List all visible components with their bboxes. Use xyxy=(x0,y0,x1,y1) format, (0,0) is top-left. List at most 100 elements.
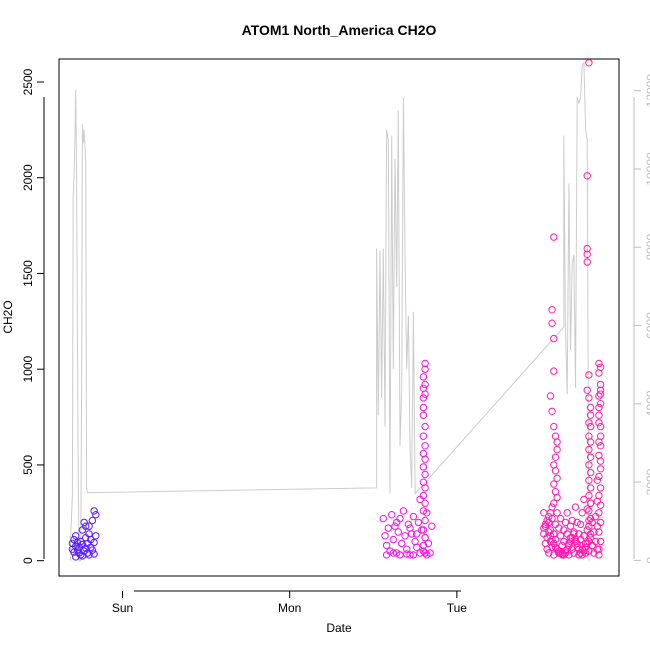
data-point xyxy=(401,532,409,540)
data-point xyxy=(421,422,429,431)
data-point xyxy=(553,509,561,517)
data-point xyxy=(583,526,591,534)
data-point xyxy=(90,538,98,547)
data-point xyxy=(419,463,428,471)
data-point xyxy=(421,549,429,557)
data-point xyxy=(72,532,80,540)
data-point xyxy=(419,411,428,419)
data-point xyxy=(85,551,93,559)
data-point xyxy=(586,438,595,446)
data-point xyxy=(571,535,580,544)
data-point xyxy=(546,509,555,517)
data-point xyxy=(580,495,588,504)
secondary-series-line xyxy=(70,61,590,562)
data-point xyxy=(595,359,603,368)
data-point xyxy=(585,537,593,546)
data-point xyxy=(571,503,580,511)
data-point xyxy=(421,534,429,542)
data-point xyxy=(596,380,605,389)
data-point xyxy=(419,432,428,440)
data-point xyxy=(388,511,396,519)
data-point xyxy=(424,539,433,548)
data-point xyxy=(583,539,591,548)
data-point xyxy=(90,550,98,558)
data-point xyxy=(72,542,80,550)
data-point xyxy=(90,507,98,515)
y-axis-ticks: 0 500 1000 1500 2000 2500 xyxy=(21,68,44,564)
data-point xyxy=(550,233,558,241)
data-point xyxy=(73,538,82,547)
data-point xyxy=(583,258,591,266)
data-point xyxy=(595,392,603,400)
data-point xyxy=(578,509,586,517)
data-point xyxy=(550,480,558,488)
data-point xyxy=(80,518,88,527)
data-point xyxy=(546,392,555,400)
data-point xyxy=(550,539,558,548)
data-point xyxy=(586,468,595,477)
data-point xyxy=(541,520,550,528)
data-point xyxy=(394,528,402,536)
data-point xyxy=(596,537,605,546)
data-point xyxy=(391,522,399,530)
data-point xyxy=(546,532,555,540)
data-point xyxy=(595,509,603,517)
data-point xyxy=(548,306,556,314)
data-point xyxy=(416,549,424,557)
data-point xyxy=(421,390,429,398)
data-point xyxy=(413,530,421,538)
data-point xyxy=(548,535,556,544)
data-point xyxy=(550,367,558,375)
data-point xyxy=(595,438,603,446)
data-point xyxy=(555,524,563,532)
y2-tick-label: 10000 xyxy=(644,152,650,186)
data-point xyxy=(92,532,100,540)
data-point xyxy=(556,514,565,523)
data-point xyxy=(586,403,595,412)
data-point xyxy=(583,250,591,259)
data-point xyxy=(540,524,548,532)
data-point xyxy=(595,551,603,559)
data-point xyxy=(595,528,603,536)
data-point xyxy=(586,411,595,419)
data-point xyxy=(404,520,413,528)
data-point xyxy=(88,516,97,525)
data-point xyxy=(561,518,570,527)
data-point xyxy=(403,545,411,553)
data-point xyxy=(545,528,553,536)
data-point xyxy=(583,172,591,180)
y2-tick-label: 2000 xyxy=(644,468,650,495)
data-point xyxy=(583,386,591,394)
data-point xyxy=(409,512,418,521)
data-point xyxy=(596,422,605,431)
data-point xyxy=(575,551,583,559)
data-point xyxy=(586,514,595,523)
data-point xyxy=(573,543,581,551)
data-point xyxy=(92,511,100,519)
data-point xyxy=(580,532,588,540)
data-point xyxy=(596,390,605,398)
y-axis-label: CH2O xyxy=(1,300,15,333)
data-point xyxy=(595,403,603,412)
data-point xyxy=(414,518,423,527)
data-point xyxy=(548,543,556,551)
data-point xyxy=(566,537,575,546)
data-point xyxy=(585,507,593,515)
y2-tick-label: 0 xyxy=(644,557,650,564)
data-point xyxy=(558,550,566,558)
y2-tick-label: 8000 xyxy=(644,234,650,261)
data-point xyxy=(419,541,428,550)
data-point xyxy=(389,535,397,544)
chart-title: ATOM1 North_America CH2O xyxy=(242,22,437,38)
data-point xyxy=(575,545,583,553)
x-axis-label: Date xyxy=(326,621,352,635)
data-point xyxy=(421,484,429,492)
data-point xyxy=(85,522,93,530)
x-tick-label: Tue xyxy=(447,601,468,615)
data-point xyxy=(389,549,397,557)
data-point xyxy=(421,499,429,507)
data-point xyxy=(543,545,551,553)
y2-axis-ticks: 0 2000 4000 6000 8000 10000 12000 xyxy=(634,74,650,564)
data-point xyxy=(596,442,605,450)
